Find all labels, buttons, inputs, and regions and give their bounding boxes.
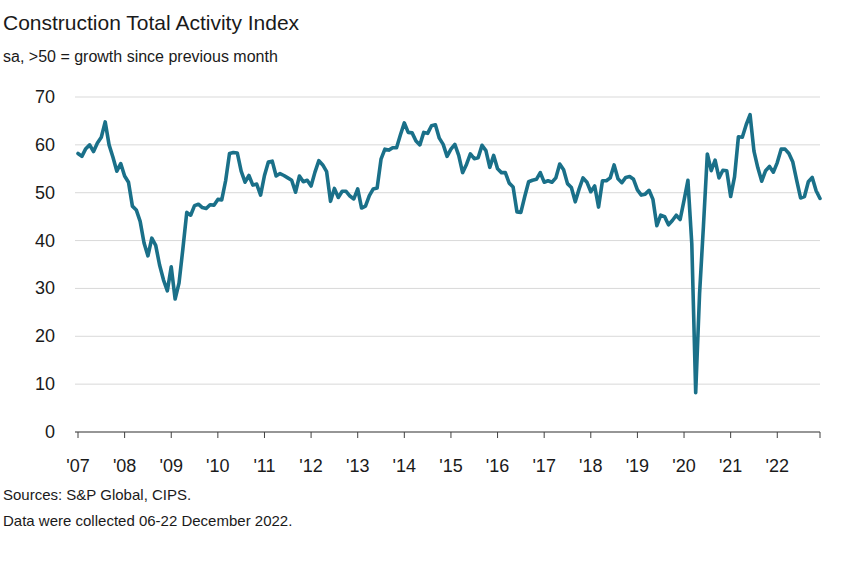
x-tick bbox=[311, 432, 312, 438]
grid-line bbox=[75, 384, 820, 385]
x-tick bbox=[78, 432, 79, 438]
x-tick bbox=[497, 432, 498, 438]
y-tick-label: 20 bbox=[35, 326, 55, 346]
x-tick-label: '19 bbox=[626, 456, 649, 476]
x-tick-label: '17 bbox=[532, 456, 555, 476]
grid-line bbox=[75, 240, 820, 241]
x-axis bbox=[75, 431, 820, 432]
y-tick-label: 60 bbox=[35, 135, 55, 155]
x-tick-label: '14 bbox=[393, 456, 416, 476]
x-tick-label: '13 bbox=[346, 456, 369, 476]
x-tick-label: '07 bbox=[66, 456, 89, 476]
x-tick bbox=[730, 432, 731, 438]
x-tick bbox=[357, 432, 358, 438]
x-tick bbox=[404, 432, 405, 438]
chart: Construction Total Activity Index sa, >50… bbox=[0, 0, 848, 564]
x-tick-label: '16 bbox=[486, 456, 509, 476]
plot-area bbox=[78, 115, 820, 393]
x-tick bbox=[590, 432, 591, 438]
source-note: Sources: S&P Global, CIPS. bbox=[3, 486, 191, 503]
x-tick bbox=[777, 432, 778, 438]
source-note: Data were collected 06-22 December 2022. bbox=[3, 512, 292, 529]
y-tick-label: 0 bbox=[45, 422, 55, 442]
x-tick-label: '20 bbox=[672, 456, 695, 476]
x-tick bbox=[450, 432, 451, 438]
grid-line bbox=[75, 336, 820, 337]
grid-line bbox=[75, 144, 820, 145]
index-line bbox=[78, 115, 820, 393]
x-tick bbox=[217, 432, 218, 438]
y-tick-label: 50 bbox=[35, 183, 55, 203]
y-tick-label: 40 bbox=[35, 231, 55, 251]
x-tick-label: '18 bbox=[579, 456, 602, 476]
x-tick-label: '21 bbox=[719, 456, 742, 476]
x-tick bbox=[171, 432, 172, 438]
y-tick-label: 70 bbox=[35, 87, 55, 107]
x-tick-label: '09 bbox=[160, 456, 183, 476]
x-tick-label: '12 bbox=[299, 456, 322, 476]
x-tick bbox=[544, 432, 545, 438]
grid-line bbox=[75, 192, 820, 193]
grid-line bbox=[75, 97, 820, 98]
x-tick-label: '15 bbox=[439, 456, 462, 476]
x-tick bbox=[264, 432, 265, 438]
x-tick-label: '22 bbox=[766, 456, 789, 476]
x-tick-label: '08 bbox=[113, 456, 136, 476]
grid-line bbox=[75, 288, 820, 289]
x-tick bbox=[637, 432, 638, 438]
y-tick-label: 10 bbox=[35, 374, 55, 394]
grid-line bbox=[75, 432, 820, 433]
x-tick-label: '11 bbox=[253, 456, 275, 476]
grid bbox=[75, 97, 820, 432]
y-tick-label: 30 bbox=[35, 278, 55, 298]
x-tick-label: '10 bbox=[206, 456, 229, 476]
x-tick bbox=[684, 432, 685, 438]
title: Construction Total Activity Index bbox=[3, 11, 300, 34]
subtitle: sa, >50 = growth since previous month bbox=[3, 48, 278, 65]
x-axis-end-tick bbox=[820, 432, 821, 438]
x-tick bbox=[124, 432, 125, 438]
